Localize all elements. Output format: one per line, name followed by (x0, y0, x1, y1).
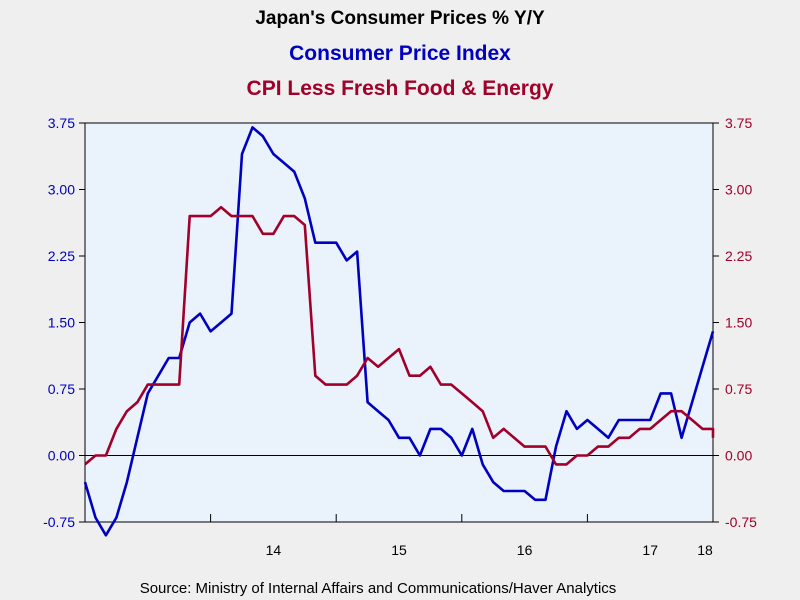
left-tick-label: 2.25 (48, 248, 75, 264)
right-tick-label: 0.00 (725, 448, 752, 464)
x-tick-label: 15 (391, 542, 407, 558)
left-tick-label: 3.75 (48, 115, 75, 131)
cpi-line (83, 126, 715, 537)
right-tick-label: 2.25 (725, 248, 752, 264)
x-axis: 14 15 16 17 18 (210, 514, 713, 558)
x-tick-label: 17 (642, 542, 658, 558)
right-tick-label: 3.00 (725, 182, 752, 198)
series-lines (83, 126, 715, 537)
left-tick-label: 0.00 (48, 448, 75, 464)
left-tick-label: 3.00 (48, 182, 75, 198)
legend-cpi: Consumer Price Index (289, 42, 511, 65)
right-tick-label: 3.75 (725, 115, 752, 131)
right-tick-label: 1.50 (725, 315, 752, 331)
x-tick-label: 18 (697, 542, 713, 558)
left-tick-label: 1.50 (48, 315, 75, 331)
right-tick-label: -0.75 (725, 514, 757, 530)
legend-core-cpi: CPI Less Fresh Food & Energy (247, 77, 554, 100)
x-tick-label: 16 (517, 542, 533, 558)
plot-area (84, 122, 714, 523)
left-tick-label: -0.75 (43, 514, 75, 530)
left-axis: -0.75 0.00 0.75 1.50 2.25 3.00 3.75 (43, 115, 85, 530)
left-tick-label: 0.75 (48, 381, 75, 397)
x-tick-label: 14 (266, 542, 282, 558)
chart-title: Japan's Consumer Prices % Y/Y (255, 8, 545, 29)
right-tick-label: 0.75 (725, 381, 752, 397)
source-note: Source: Ministry of Internal Affairs and… (140, 580, 617, 597)
core-cpi-line (84, 205, 715, 466)
right-axis: -0.75 0.00 0.75 1.50 2.25 3.00 3.75 (713, 115, 757, 530)
